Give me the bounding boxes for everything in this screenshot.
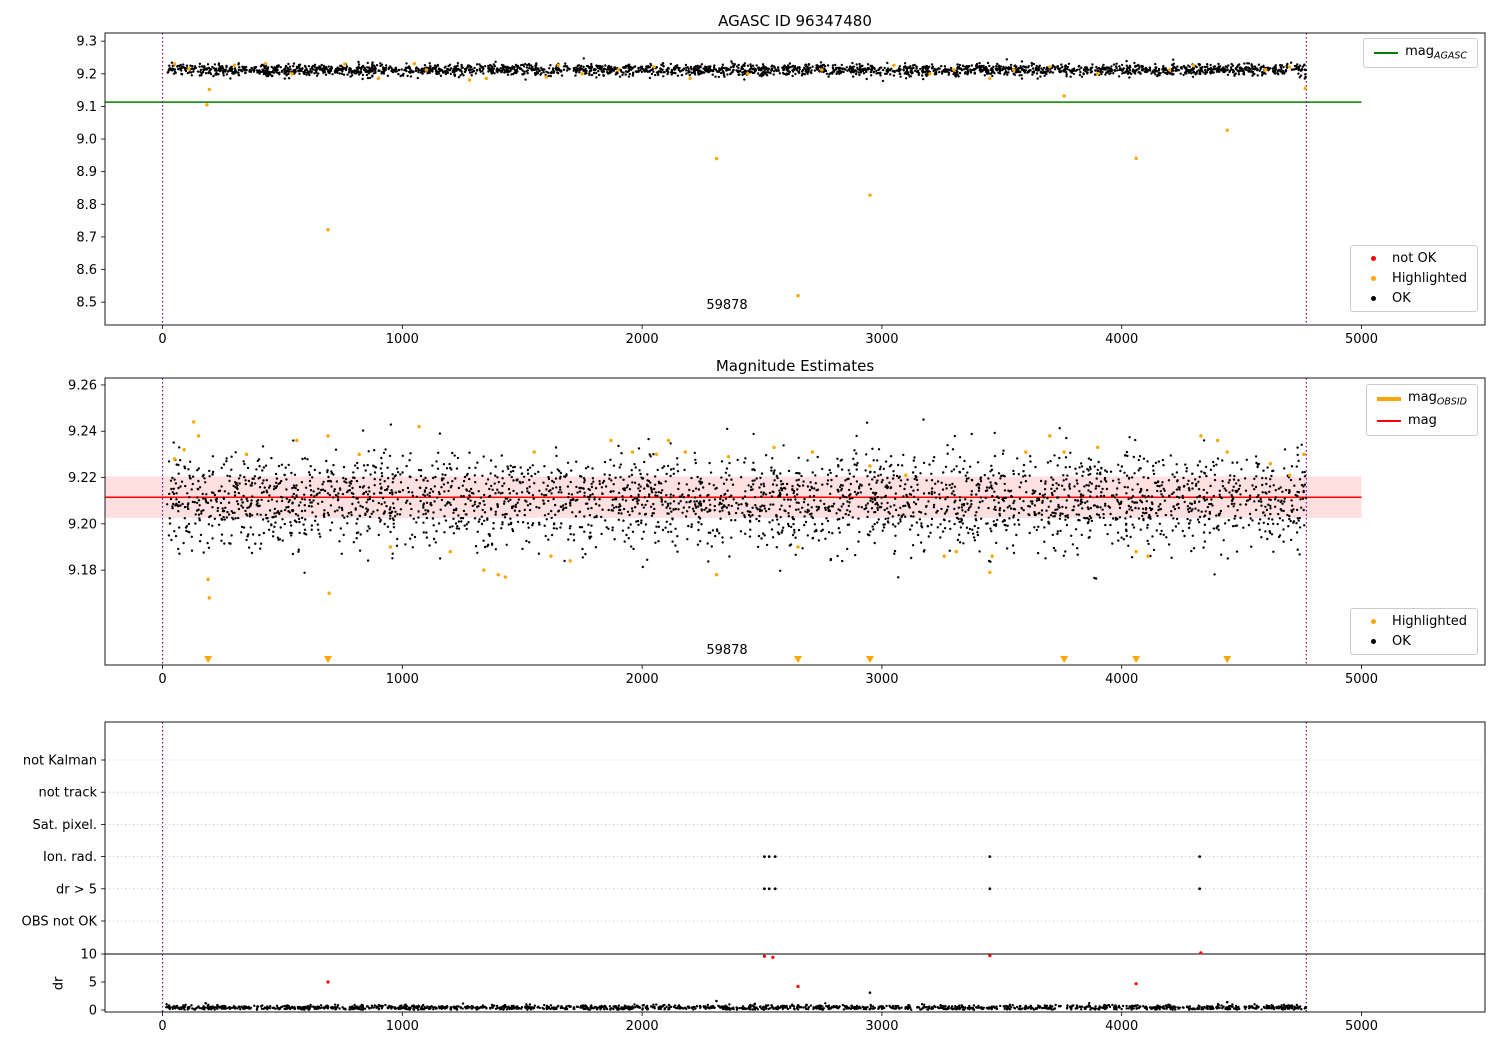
svg-text:1000: 1000 — [386, 332, 419, 347]
plot2-line-legend: magOBSID mag — [1365, 384, 1478, 437]
svg-text:0: 0 — [158, 332, 166, 347]
highlighted-marker-swatch — [1370, 276, 1376, 281]
subplot-2: 0 1000 2000 3000 4000 50009.189.209.229.249.2… — [68, 377, 1486, 687]
highlighted-marker-swatch — [1370, 619, 1376, 624]
legend-item-mag-agasc: magAGASC — [1374, 44, 1467, 62]
svg-text:2000: 2000 — [626, 332, 659, 347]
svg-text:8.6: 8.6 — [76, 263, 97, 278]
legend-label: Highlighted — [1392, 614, 1467, 629]
svg-text:5000: 5000 — [1345, 332, 1378, 347]
legend-label: mag — [1407, 412, 1437, 428]
legend-item-ok: OK — [1361, 634, 1467, 649]
svg-text:8.7: 8.7 — [76, 230, 97, 245]
legend-item-ok: OK — [1361, 291, 1467, 306]
svg-text:9.2: 9.2 — [76, 67, 97, 82]
svg-text:9.3: 9.3 — [76, 35, 97, 50]
legend-label: magAGASC — [1405, 44, 1467, 62]
plot2-marker-legend: Highlighted OK — [1350, 608, 1478, 655]
plot1-line-legend: magAGASC — [1363, 38, 1478, 68]
svg-text:9.0: 9.0 — [76, 133, 97, 148]
mag-obsid-line-swatch — [1376, 396, 1401, 401]
ok-marker-swatch — [1370, 639, 1376, 644]
legend-item-highlighted: Highlighted — [1361, 614, 1467, 629]
svg-text:3000: 3000 — [865, 332, 898, 347]
svg-text:9.1: 9.1 — [76, 100, 97, 115]
svg-text:8.9: 8.9 — [76, 165, 97, 180]
plot2-title: Magnitude Estimates — [715, 357, 875, 375]
plot1-title: AGASC ID 96347480 — [718, 12, 872, 30]
plot3-ylabel: dr — [51, 976, 67, 991]
ok-marker-swatch — [1370, 296, 1376, 301]
mag-agasc-line-swatch — [1374, 51, 1399, 54]
legend-label: OK — [1392, 634, 1411, 649]
legend-item-not-ok: not OK — [1361, 251, 1467, 266]
plot2-obsid-annotation: 59878 — [706, 643, 748, 658]
legend-item-highlighted: Highlighted — [1361, 271, 1467, 286]
not-ok-marker-swatch — [1370, 256, 1376, 261]
legend-label: OK — [1392, 291, 1411, 306]
svg-text:4000: 4000 — [1105, 332, 1138, 347]
subplot-1: 0 1000 2000 3000 4000 5000 8.5 8.6 8.7 8.8 8.9 9.0 9… — [76, 32, 1486, 347]
legend-label: Highlighted — [1392, 271, 1467, 286]
legend-item-mag: mag — [1376, 412, 1467, 431]
mag-line-swatch — [1376, 420, 1401, 423]
legend-item-mag-obsid: magOBSID — [1376, 390, 1467, 408]
legend-label: not OK — [1392, 251, 1437, 266]
legend-label: magOBSID — [1407, 390, 1467, 408]
svg-text:8.8: 8.8 — [76, 198, 97, 213]
svg-text:8.5: 8.5 — [76, 296, 97, 311]
plot1-obsid-annotation: 59878 — [706, 298, 748, 313]
plot1-marker-legend: not OK Highlighted OK — [1350, 245, 1478, 312]
